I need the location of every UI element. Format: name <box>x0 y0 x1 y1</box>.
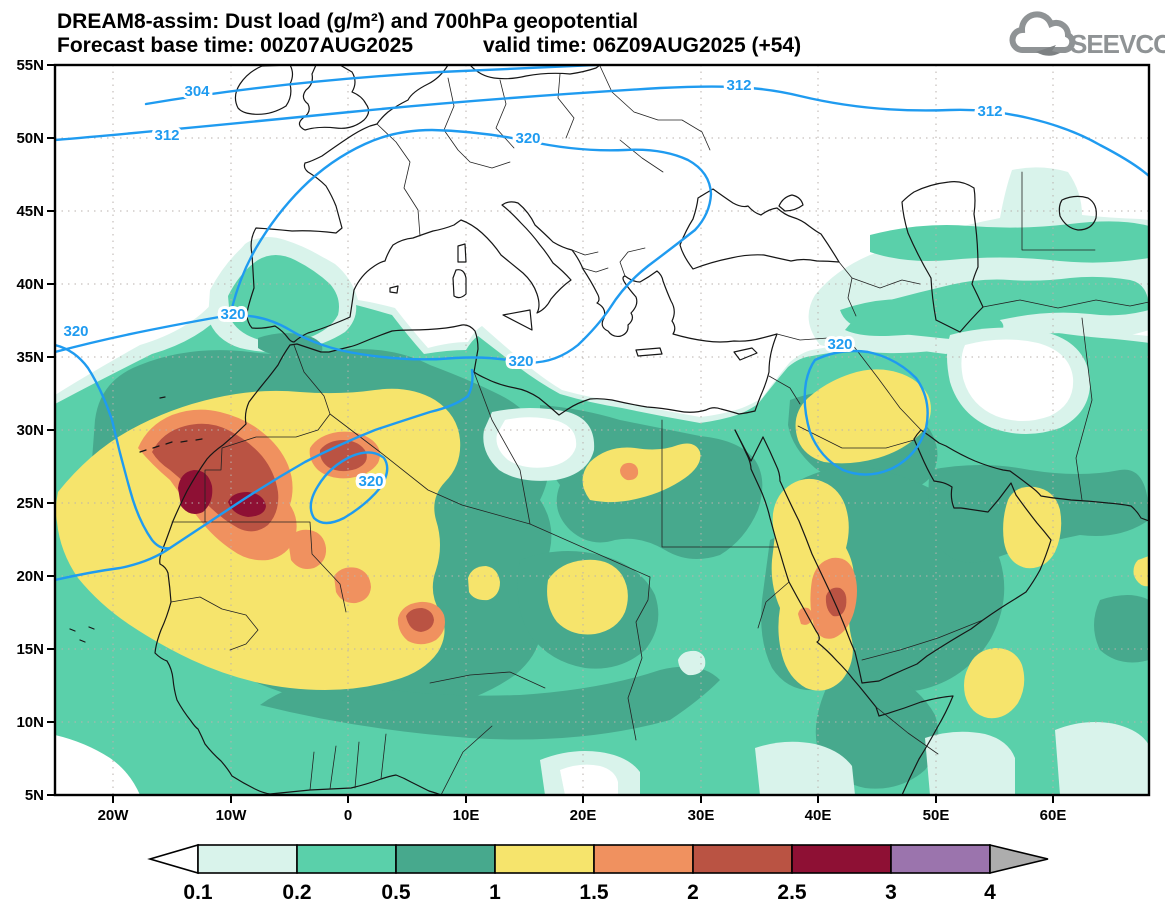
lat-axis-labels: 55N 50N 45N 40N 35N 30N 25N 20N 15N 10N … <box>16 57 44 804</box>
lon-tick-label: 30E <box>688 807 715 824</box>
lat-tick-label: 30N <box>16 422 44 439</box>
colorbar-cell <box>494 844 595 874</box>
country-borders <box>170 65 1149 795</box>
map-canvas: 304 312 312 312 320 320 320 320 320 320 <box>55 65 1149 795</box>
dust-load-field <box>55 167 1149 795</box>
colorbar-cell <box>791 844 892 874</box>
lat-tick-label: 50N <box>16 130 44 147</box>
colorbar-tick-label: 2 <box>687 881 699 904</box>
colorbar-tick-label: 1.5 <box>579 881 609 904</box>
colorbar-cell <box>395 844 496 874</box>
contour-label: 320 <box>515 130 540 147</box>
cloud-swoosh-icon <box>1036 45 1060 56</box>
contour-label: 320 <box>220 306 245 323</box>
lat-tick-label: 10N <box>16 714 44 731</box>
logo-text: SEEVCCC <box>1070 29 1165 59</box>
lat-tick-label: 15N <box>16 641 44 658</box>
lat-tick-label: 20N <box>16 568 44 585</box>
colorbar-labels: 0.1 0.2 0.5 1 1.5 2 2.5 3 4 <box>183 881 996 904</box>
lat-tick-label: 35N <box>16 349 44 366</box>
colorbar-cell <box>197 844 298 874</box>
seevccc-logo: SEEVCCC <box>1009 11 1165 59</box>
lat-tick-label: 55N <box>16 57 44 74</box>
lon-tick-label: 10E <box>453 807 480 824</box>
lat-tick-label: 25N <box>16 495 44 512</box>
colorbar-tick-label: 2.5 <box>777 881 807 904</box>
lon-tick-label: 40E <box>805 807 832 824</box>
colorbar-over-arrow <box>989 843 1049 875</box>
contour-label: 320 <box>358 473 383 490</box>
colorbar-cell <box>593 844 694 874</box>
contour-label: 304 <box>184 83 210 100</box>
lon-tick-label: 20E <box>570 807 597 824</box>
valid-time: valid time: 06Z09AUG2025 (+54) <box>483 34 801 57</box>
colorbar-tick-label: 0.1 <box>183 881 213 904</box>
forecast-base-time: Forecast base time: 00Z07AUG2025 <box>57 34 413 57</box>
lat-tick-label: 45N <box>16 203 44 220</box>
contour-label: 320 <box>63 323 88 340</box>
contour-label: 320 <box>827 336 852 353</box>
lon-tick-label: 20W <box>98 807 130 824</box>
coastlines <box>69 65 1149 795</box>
contour-label: 312 <box>726 77 751 94</box>
page-title: DREAM8-assim: Dust load (g/m²) and 700hP… <box>57 10 638 33</box>
lat-tick-label: 40N <box>16 276 44 293</box>
colorbar-cell <box>890 844 991 874</box>
colorbar-cell <box>692 844 793 874</box>
lat-tick-label: 5N <box>25 787 44 804</box>
colorbar: 0.1 0.2 0.5 1 1.5 2 2.5 3 4 <box>147 843 1049 904</box>
contour-label: 312 <box>977 103 1002 120</box>
cloud-icon <box>1009 11 1076 53</box>
colorbar-tick-label: 4 <box>984 881 996 904</box>
lon-tick-label: 50E <box>923 807 950 824</box>
colorbar-tick-label: 3 <box>885 881 897 904</box>
colorbar-tick-label: 1 <box>489 881 501 904</box>
colorbar-tick-label: 0.5 <box>381 881 411 904</box>
lon-tick-label: 10W <box>216 807 248 824</box>
colorbar-under-arrow <box>147 843 199 875</box>
lon-tick-label: 60E <box>1040 807 1067 824</box>
axis-ticks <box>47 64 1054 803</box>
contour-label: 312 <box>154 127 179 144</box>
colorbar-tick-label: 0.2 <box>282 881 311 904</box>
colorbar-cell <box>296 844 397 874</box>
lon-tick-label: 0 <box>344 807 352 824</box>
lon-axis-labels: 20W 10W 0 10E 20E 30E 40E 50E 60E <box>98 807 1067 824</box>
contour-label: 320 <box>508 353 533 370</box>
geopotential-contour-labels: 304 312 312 312 320 320 320 320 320 320 <box>60 74 1005 493</box>
